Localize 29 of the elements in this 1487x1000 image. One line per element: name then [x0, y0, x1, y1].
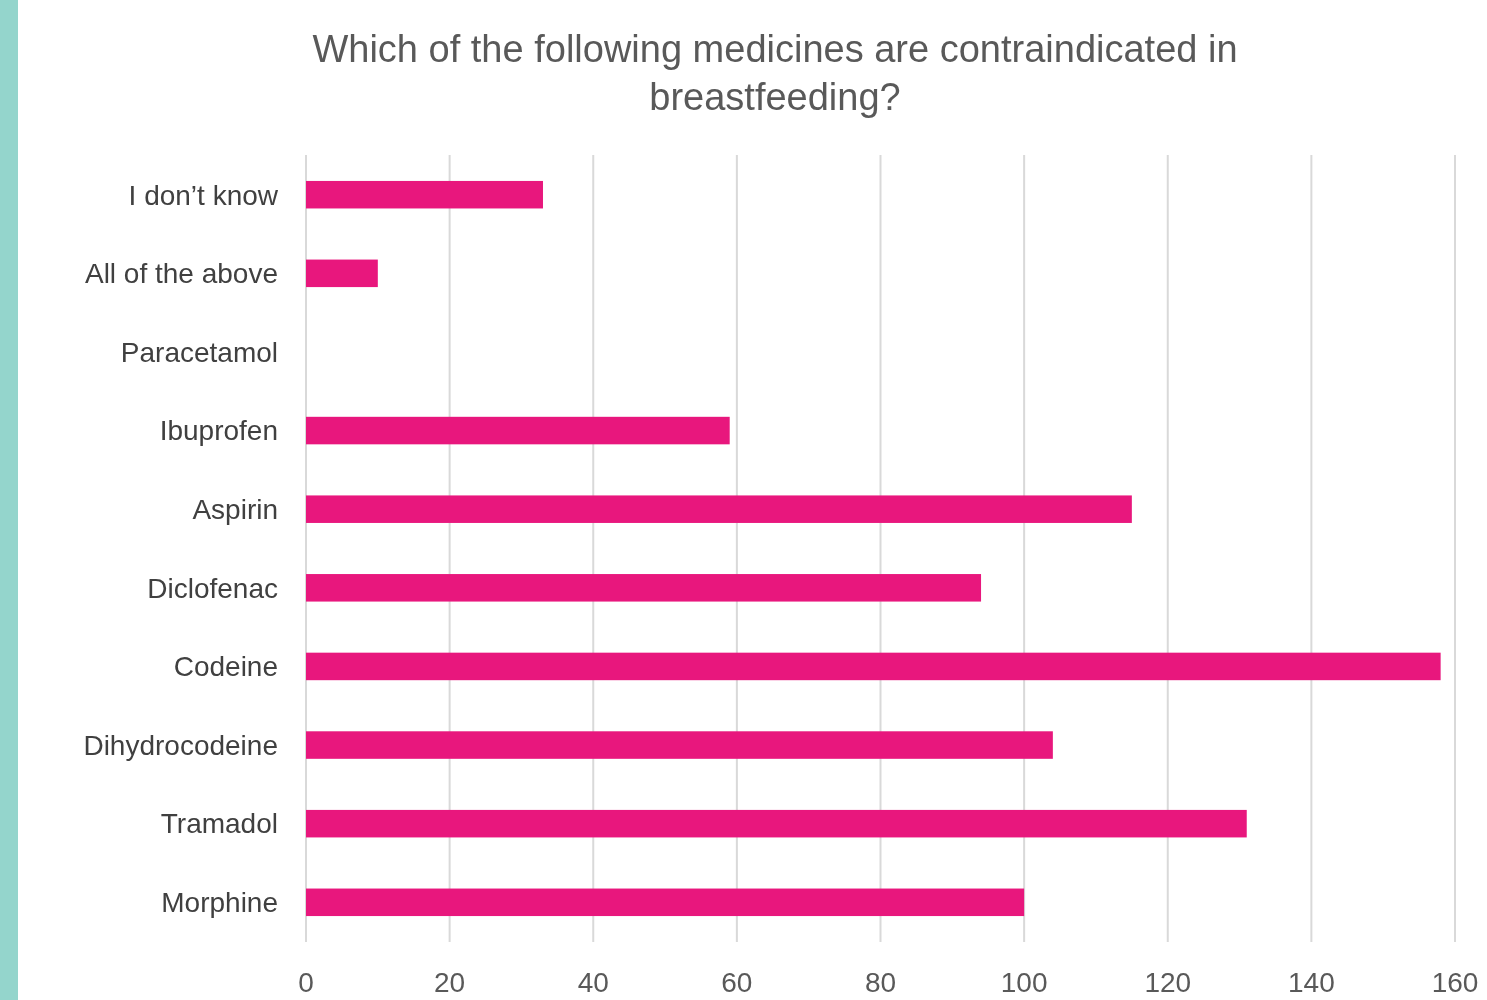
bar	[306, 731, 1053, 759]
x-tick-label: 20	[434, 967, 466, 998]
bar	[306, 574, 982, 602]
y-tick-label: Paracetamol	[120, 336, 278, 368]
x-tick-label: 0	[298, 967, 314, 998]
y-tick-label: I don’t know	[128, 179, 279, 211]
y-tick-label: Dihydrocodeine	[83, 729, 278, 761]
bar	[306, 809, 1247, 838]
chart-title: Which of the following medicines are contraindicated in breastfeeding?	[312, 28, 1238, 118]
x-tick-label: 140	[1288, 967, 1335, 998]
x-tick-label: 160	[1431, 967, 1479, 998]
bar	[306, 652, 1441, 681]
y-tick-label: Aspirin	[192, 493, 278, 525]
y-tick-label: Codeine	[173, 651, 278, 683]
x-tick-label: 40	[577, 967, 609, 998]
x-tick-label: 120	[1144, 967, 1192, 998]
y-tick-label: Tramadol	[160, 808, 278, 840]
bar	[306, 180, 543, 209]
bar	[306, 888, 1025, 917]
x-tick-label: 100	[1000, 967, 1048, 998]
bar	[306, 416, 730, 445]
bar	[306, 259, 378, 288]
x-tick-label: 80	[864, 967, 897, 998]
bar	[306, 495, 1132, 523]
y-tick-label: All of the above	[84, 258, 278, 290]
y-tick-label: Diclofenac	[147, 572, 278, 604]
y-tick-label: Ibuprofen	[159, 415, 278, 447]
x-tick-label: 60	[721, 967, 753, 998]
y-tick-label: Morphine	[161, 887, 278, 919]
